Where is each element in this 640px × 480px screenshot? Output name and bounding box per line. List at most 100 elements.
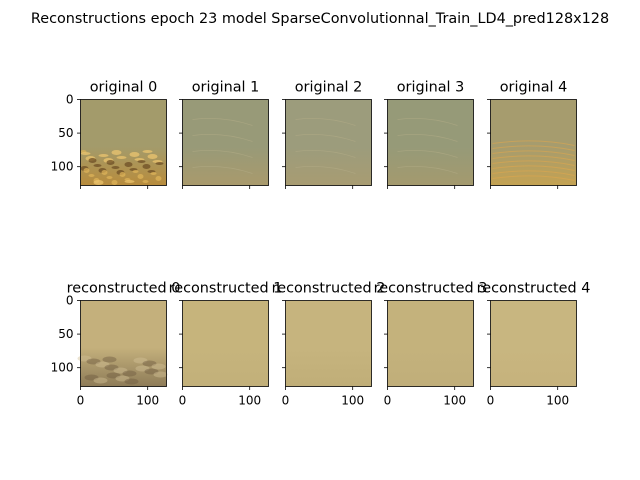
panel-image — [182, 99, 269, 186]
texture-bubble — [93, 164, 102, 167]
x-tick-label: 100 — [546, 394, 569, 408]
texture-blur — [122, 370, 137, 377]
texture-glint — [492, 140, 575, 146]
axes-frame — [182, 99, 269, 186]
panel-image — [387, 300, 474, 387]
x-tick-label: 100 — [136, 394, 159, 408]
texture-blur — [106, 372, 121, 379]
texture-bubble — [124, 162, 133, 167]
texture-bubble — [119, 172, 126, 177]
texture-blur — [133, 357, 148, 364]
texture-streak — [397, 165, 458, 174]
x-tick-label: 0 — [487, 394, 495, 408]
panel-title: reconstructed 1 — [169, 281, 283, 297]
panel-image — [285, 300, 372, 387]
panel-title: original 0 — [90, 80, 158, 96]
y-tick-label: 50 — [58, 126, 73, 140]
texture-streak — [192, 149, 253, 158]
panel-0-3: original 3 — [384, 80, 474, 189]
texture-blur — [93, 377, 108, 384]
texture-blur — [102, 356, 117, 363]
texture-blur — [84, 374, 99, 381]
x-tick-label: 100 — [238, 394, 261, 408]
texture-bubble — [111, 180, 118, 185]
texture-bubble — [106, 176, 113, 179]
panel-0-0: original 0 0 50 100 — [51, 80, 167, 189]
x-tick-label: 100 — [443, 394, 466, 408]
texture-streak — [295, 117, 356, 126]
texture-glint — [492, 155, 575, 161]
texture-blur — [86, 358, 101, 365]
texture-blur — [135, 365, 150, 372]
texture-blur — [144, 368, 159, 375]
texture-blur — [124, 378, 139, 385]
texture-streak — [192, 117, 253, 126]
panel-title: original 3 — [397, 80, 465, 96]
y-tick-label: 0 — [66, 294, 74, 308]
texture-bubble — [106, 160, 115, 165]
texture-bubble — [142, 180, 149, 183]
x-tick-label: 0 — [282, 394, 290, 408]
axes-frame — [80, 300, 167, 387]
texture-bubble — [142, 150, 153, 153]
panel-title: original 2 — [295, 80, 363, 96]
texture-bubble — [88, 158, 97, 163]
x-tick-label: 0 — [384, 394, 392, 408]
axes-frame — [387, 300, 474, 387]
texture-bubble — [124, 180, 135, 183]
texture-glint — [492, 150, 575, 156]
panel-title: reconstructed 4 — [477, 281, 591, 297]
axes-frame — [490, 99, 577, 186]
axes-frame — [285, 300, 372, 387]
panel-1-4: reconstructed 4 0 100 — [477, 281, 591, 408]
texture-bubble — [132, 170, 139, 173]
texture-bubble — [142, 164, 151, 169]
texture-blur — [151, 363, 166, 370]
axes-frame — [285, 99, 372, 186]
axes-frame — [387, 99, 474, 186]
texture-streak — [192, 133, 253, 142]
texture-streak — [397, 149, 458, 158]
texture-glint — [492, 160, 575, 166]
figure-suptitle: Reconstructions epoch 23 model SparseCon… — [31, 11, 609, 27]
texture-blur — [113, 367, 128, 374]
texture-bubble — [137, 174, 144, 179]
panel-title: reconstructed 2 — [272, 281, 386, 297]
texture-glint — [492, 165, 575, 171]
panel-1-1: reconstructed 1 0 100 — [169, 281, 283, 408]
texture-glint — [492, 175, 575, 181]
texture-bubble — [129, 152, 140, 157]
texture-bubble — [150, 172, 157, 175]
panel-0-1: original 1 — [179, 80, 269, 189]
y-tick-label: 0 — [66, 93, 74, 107]
panel-image — [80, 300, 167, 387]
texture-streak — [397, 117, 458, 126]
texture-streak — [295, 149, 356, 158]
texture-bubble — [111, 166, 120, 169]
panel-title: original 4 — [500, 80, 568, 96]
panel-image — [182, 300, 269, 387]
panel-image — [490, 300, 577, 387]
y-tick-label: 50 — [58, 327, 73, 341]
panel-title: original 1 — [192, 80, 260, 96]
texture-bubble — [83, 168, 90, 173]
texture-bubble — [116, 156, 127, 159]
texture-bubble — [155, 176, 162, 181]
texture-streak — [295, 165, 356, 174]
y-tick-label: 100 — [51, 160, 74, 174]
panel-image — [285, 99, 372, 186]
texture-glint — [492, 145, 575, 151]
axes-frame — [182, 300, 269, 387]
texture-bubble — [93, 180, 104, 185]
texture-blur — [77, 355, 92, 362]
texture-bubble — [155, 162, 164, 165]
panel-title: reconstructed 0 — [67, 281, 181, 297]
panel-0-2: original 2 — [282, 80, 372, 189]
panel-1-3: reconstructed 3 0 100 — [374, 281, 488, 408]
texture-blur — [104, 364, 119, 371]
texture-blur — [142, 360, 157, 367]
panel-0-4: original 4 — [487, 80, 577, 189]
panel-1-2: reconstructed 2 0 100 — [272, 281, 386, 408]
texture-streak — [192, 165, 253, 174]
